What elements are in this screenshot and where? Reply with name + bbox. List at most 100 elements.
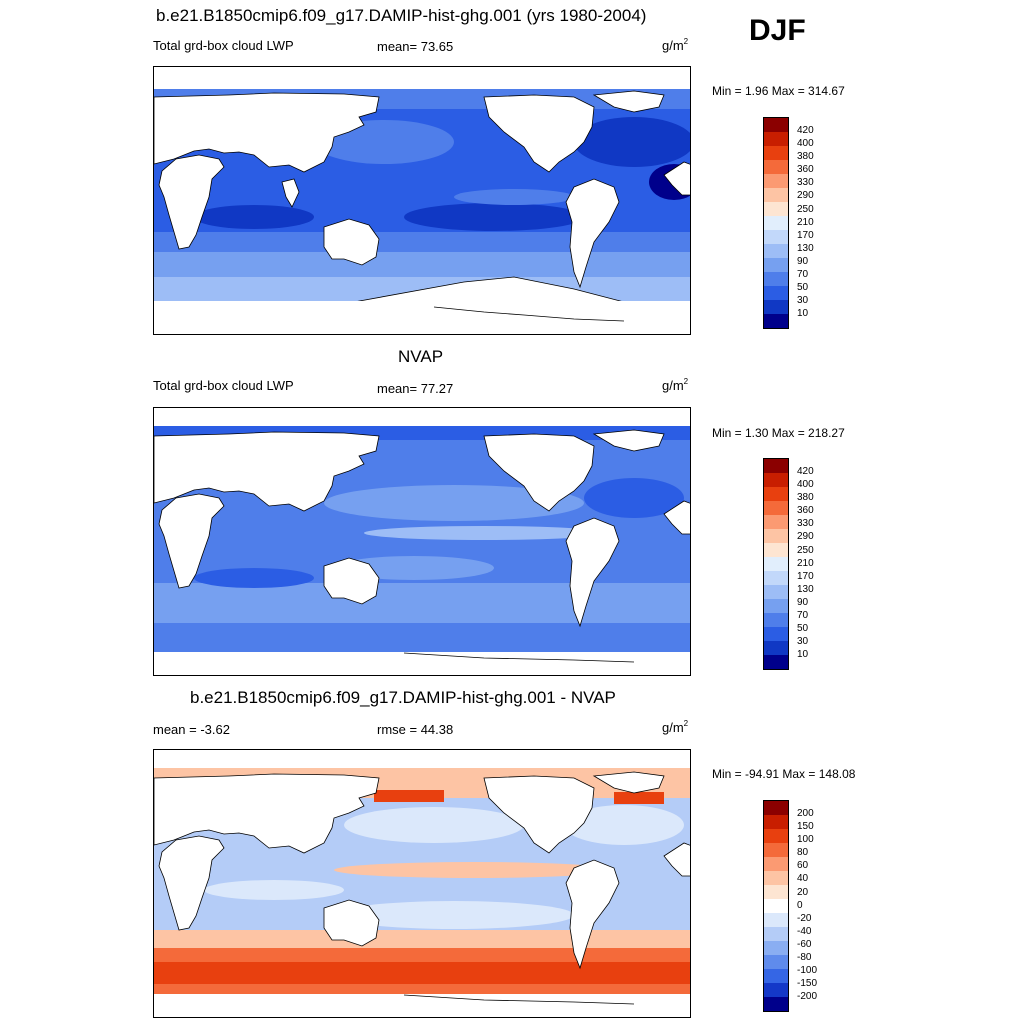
colorbar-tick-label: -40 <box>797 925 812 937</box>
panel2-minmax: Min = 1.30 Max = 218.27 <box>712 426 845 440</box>
season-label: DJF <box>749 14 806 47</box>
panel3-left-label: mean = -3.62 <box>153 722 230 737</box>
colorbar-tick-label: 130 <box>797 242 814 254</box>
colorbar-tick-label: 360 <box>797 505 814 517</box>
colorbar-swatch <box>764 871 788 885</box>
panel1-center-label: mean= 73.65 <box>377 39 454 54</box>
colorbar-tick-label: 100 <box>797 834 814 846</box>
colorbar-tick-label: 290 <box>797 190 814 202</box>
colorbar-tick-label: 420 <box>797 466 814 477</box>
colorbar-swatch <box>764 118 788 132</box>
colorbar-tick-label: 420 <box>797 125 814 136</box>
panel1-left-label: Total grd-box cloud LWP <box>153 38 294 53</box>
colorbar-tick-label: 290 <box>797 531 814 543</box>
colorbar-tick-label: 30 <box>797 295 809 307</box>
colorbar-tick-label: 10 <box>797 308 809 320</box>
colorbar-swatch <box>764 955 788 969</box>
panel1-minmax: Min = 1.96 Max = 314.67 <box>712 84 845 98</box>
panel2-map <box>153 407 691 676</box>
panel3-title: b.e21.B1850cmip6.f09_g17.DAMIP-hist-ghg.… <box>190 688 616 707</box>
panel1-title: b.e21.B1850cmip6.f09_g17.DAMIP-hist-ghg.… <box>156 6 647 25</box>
panel3-center-label: rmse = 44.38 <box>377 722 454 737</box>
colorbar-tick-label: 400 <box>797 479 814 491</box>
colorbar-swatch <box>764 571 788 585</box>
colorbar-tick-label: -100 <box>797 965 818 977</box>
colorbar-swatch <box>764 899 788 913</box>
colorbar-tick-label: 170 <box>797 570 814 582</box>
panel2-title: NVAP <box>398 347 444 366</box>
colorbar-tick-label: 20 <box>797 886 809 898</box>
colorbar-tick-label: -80 <box>797 952 812 964</box>
colorbar-tick-label: 250 <box>797 544 814 556</box>
colorbar-swatch <box>764 487 788 501</box>
panel3-colorbar-ticks: 200 150 100 80 60 40 20 0 -20 -40 -60 -80 -100 -150 -2… <box>797 807 817 1003</box>
panel3-minmax: Min = -94.91 Max = 148.08 <box>712 767 856 781</box>
colorbar-swatch <box>764 529 788 543</box>
colorbar-tick-label: 70 <box>797 610 809 622</box>
colorbar-swatch <box>764 941 788 955</box>
colorbar-swatch <box>764 557 788 571</box>
colorbar-swatch <box>764 983 788 997</box>
colorbar-tick-label: 90 <box>797 596 809 608</box>
panel2-colorbar <box>763 458 789 670</box>
colorbar-tick-label: 380 <box>797 492 814 504</box>
colorbar-tick-label: -60 <box>797 938 812 950</box>
colorbar-tick-label: 80 <box>797 847 809 859</box>
colorbar-tick-label: -200 <box>797 991 818 1003</box>
panel1-colorbar-ticks: 420 400 380 360 330 290 250 210 170 130 90 70 50 30 10 <box>797 124 814 320</box>
colorbar-swatch <box>764 230 788 244</box>
colorbar-tick-label: 200 <box>797 808 814 819</box>
colorbar-swatch <box>764 655 788 669</box>
colorbar-swatch <box>764 913 788 927</box>
colorbar-swatch <box>764 202 788 216</box>
colorbar-tick-label: 130 <box>797 583 814 595</box>
colorbar-swatch <box>764 160 788 174</box>
colorbar-swatch <box>764 459 788 473</box>
colorbar-swatch <box>764 613 788 627</box>
colorbar-tick-label: 50 <box>797 282 809 294</box>
colorbar-tick-label: 50 <box>797 623 809 635</box>
panel2-units: g/m2 <box>662 377 689 393</box>
colorbar-tick-label: 360 <box>797 164 814 176</box>
panel2-colorbar-ticks: 420 400 380 360 330 290 250 210 170 130 90 70 50 30 10 <box>797 465 814 661</box>
panel1-colorbar <box>763 117 789 329</box>
colorbar-swatch <box>764 244 788 258</box>
colorbar-swatch <box>764 515 788 529</box>
colorbar-swatch <box>764 300 788 314</box>
colorbar-swatch <box>764 627 788 641</box>
colorbar-swatch <box>764 997 788 1011</box>
colorbar-swatch <box>764 641 788 655</box>
colorbar-swatch <box>764 146 788 160</box>
panel3-colorbar <box>763 800 789 1012</box>
colorbar-swatch <box>764 501 788 515</box>
colorbar-swatch <box>764 216 788 230</box>
colorbar-swatch <box>764 314 788 328</box>
panel3-units: g/m2 <box>662 719 689 735</box>
colorbar-tick-label: 170 <box>797 229 814 241</box>
colorbar-swatch <box>764 174 788 188</box>
colorbar-tick-label: 380 <box>797 151 814 163</box>
colorbar-tick-label: 250 <box>797 203 814 215</box>
colorbar-swatch <box>764 473 788 487</box>
colorbar-swatch <box>764 286 788 300</box>
colorbar-tick-label: -20 <box>797 912 812 924</box>
colorbar-tick-label: 330 <box>797 177 814 189</box>
colorbar-swatch <box>764 258 788 272</box>
colorbar-swatch <box>764 843 788 857</box>
panel2-center-label: mean= 77.27 <box>377 381 454 396</box>
panel3-map <box>153 749 691 1018</box>
colorbar-swatch <box>764 132 788 146</box>
colorbar-swatch <box>764 599 788 613</box>
colorbar-swatch <box>764 188 788 202</box>
colorbar-tick-label: 40 <box>797 873 809 885</box>
colorbar-swatch <box>764 829 788 843</box>
colorbar-tick-label: 0 <box>797 899 803 911</box>
colorbar-tick-label: 10 <box>797 649 809 661</box>
colorbar-swatch <box>764 857 788 871</box>
colorbar-swatch <box>764 543 788 557</box>
colorbar-tick-label: -150 <box>797 978 818 990</box>
colorbar-swatch <box>764 272 788 286</box>
colorbar-tick-label: 150 <box>797 821 814 833</box>
colorbar-swatch <box>764 927 788 941</box>
colorbar-tick-label: 30 <box>797 636 809 648</box>
